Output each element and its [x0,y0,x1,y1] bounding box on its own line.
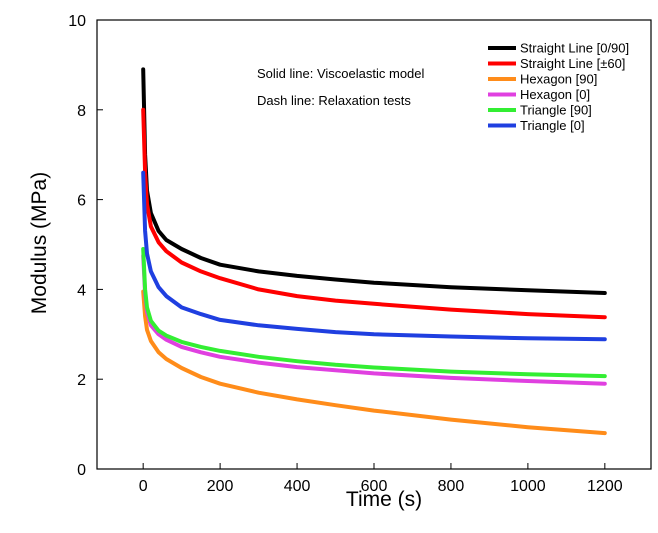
x-tick-label: 200 [207,478,234,495]
annotation-solid-line: Solid line: Viscoelastic model [257,66,425,81]
series-line [141,289,607,436]
y-tick-label: 4 [77,282,86,299]
legend-label: Triangle [90] [520,103,592,118]
legend-label: Straight Line [0/90] [520,41,629,56]
series-line [141,107,607,320]
series-line [141,170,607,342]
x-axis-title: Time (s) [346,488,422,511]
x-tick-label: 0 [139,478,148,495]
x-tick-label: 400 [284,478,311,495]
series-line [141,67,607,295]
y-tick-label: 2 [77,372,86,389]
legend-label: Straight Line [±60] [520,56,625,71]
x-tick-label: 1000 [510,478,546,495]
ticks: 0 200 400 600 800 1000 1200 0 2 4 6 8 10 [68,13,623,495]
x-tick-label: 1200 [587,478,623,495]
legend: Straight Line [0/90]Straight Line [±60]H… [488,41,629,133]
y-tick-label: 6 [77,193,86,210]
y-tick-label: 0 [77,462,86,479]
x-tick-label: 600 [361,478,388,495]
series-line [141,247,607,379]
legend-label: Hexagon [0] [520,87,590,102]
legend-label: Hexagon [90] [520,72,597,87]
series-layer [141,67,607,436]
y-tick-label: 10 [68,13,86,30]
y-tick-label: 8 [77,103,86,120]
annotation-dash-line: Dash line: Relaxation tests [257,93,411,108]
y-axis-title: Modulus (MPa) [28,172,51,314]
legend-label: Triangle [0] [520,118,585,133]
x-tick-label: 800 [438,478,465,495]
